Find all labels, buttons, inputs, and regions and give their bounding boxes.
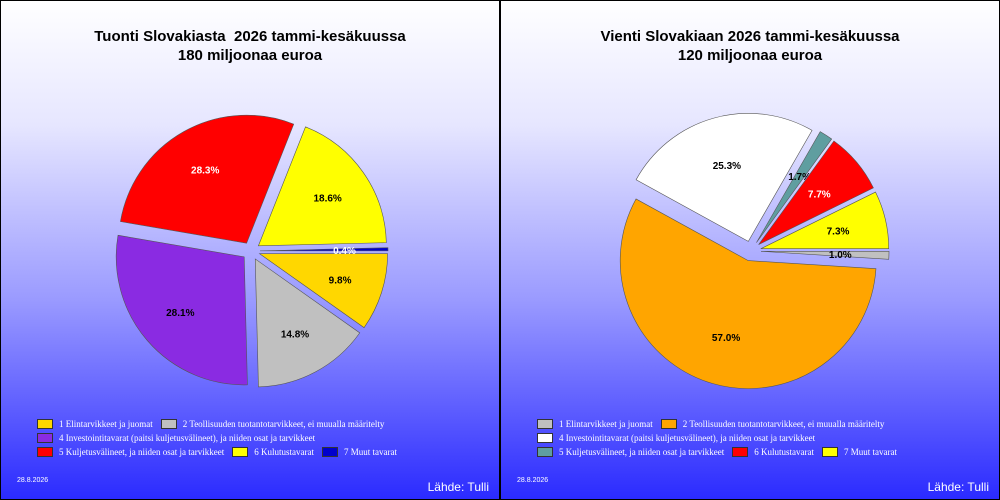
legend-item: 1 Elintarvikkeet ja juomat	[37, 419, 153, 429]
pie-chart: 1.0% 57.0% 25.3% 1.7% 7.7% 7.3%	[619, 113, 890, 389]
pie-chart: 9.8% 14.8% 28.1% 28.3% 18.6% 0.4%	[115, 114, 389, 388]
legend-row: 5 Kuljetusvälineet, ja niiden osat ja ta…	[537, 445, 977, 459]
legend-item: 5 Kuljetusvälineet, ja niiden osat ja ta…	[537, 447, 724, 457]
slice-label: 7.7%	[808, 189, 831, 200]
legend-item: 5 Kuljetusvälineet, ja niiden osat ja ta…	[37, 447, 224, 457]
legend-item: 4 Investointitavarat (paitsi kuljetusväl…	[37, 433, 315, 443]
pie-slice	[760, 191, 890, 250]
slice-label: 57.0%	[712, 333, 740, 344]
legend-row: 5 Kuljetusvälineet, ja niiden osat ja ta…	[37, 445, 477, 459]
legend-item: 6 Kulutustavarat	[732, 447, 814, 457]
slice-label: 1.7%	[788, 172, 811, 183]
slice-label: 28.1%	[166, 308, 194, 319]
legend-label: 1 Elintarvikkeet ja juomat	[59, 419, 153, 429]
legend-label: 7 Muut tavarat	[343, 447, 397, 457]
legend-swatch	[821, 447, 838, 457]
pie-slice	[254, 258, 361, 388]
chart-source: Lähde: Tulli	[927, 480, 989, 494]
legend-label: 5 Kuljetusvälineet, ja niiden osat ja ta…	[59, 447, 225, 457]
pie-slice	[258, 253, 388, 329]
pie-slice	[758, 140, 874, 245]
legend-row: 4 Investointitavarat (paitsi kuljetusväl…	[37, 431, 477, 445]
slice-label: 0.4%	[333, 246, 356, 257]
legend-item: 1 Elintarvikkeet ja juomat	[537, 419, 653, 429]
legend-item: 7 Muut tavarat	[821, 447, 897, 457]
legend-label: 6 Kulutustavarat	[754, 447, 814, 457]
pie-slice	[120, 114, 295, 244]
chart-legend: 1 Elintarvikkeet ja juomat 2 Teollisuuden…	[537, 417, 977, 459]
pie-slice	[635, 113, 813, 242]
legend-label: 5 Kuljetusvälineet, ja niiden osat ja ta…	[559, 447, 725, 457]
legend-item: 4 Investointitavarat (paitsi kuljetusväl…	[537, 433, 815, 443]
legend-swatch	[537, 433, 553, 443]
legend-swatch	[37, 419, 53, 429]
legend-row: 4 Investointitavarat (paitsi kuljetusväl…	[537, 431, 977, 445]
pie-slice	[257, 126, 387, 247]
legend-swatch	[37, 447, 53, 457]
legend-label: 7 Muut tavarat	[843, 447, 897, 457]
legend-item: 6 Kulutustavarat	[232, 447, 314, 457]
chart-title-line: Vienti Slovakiaan 2026 tammi-kesäkuussa	[600, 28, 900, 45]
slice-label: 14.8%	[281, 329, 309, 340]
legend-label: 2 Teollisuuden tuotantotarvikkeet, ei mu…	[182, 419, 385, 429]
legend-swatch	[232, 447, 249, 457]
slice-label: 18.6%	[313, 193, 341, 204]
legend-swatch	[660, 419, 677, 429]
legend-label: 1 Elintarvikkeet ja juomat	[559, 419, 653, 429]
legend-swatch	[321, 447, 338, 457]
pie-slice	[756, 131, 833, 243]
legend-label: 4 Investointitavarat (paitsi kuljetusväl…	[559, 433, 816, 443]
legend-row: 1 Elintarvikkeet ja juomat 2 Teollisuuden…	[37, 417, 477, 431]
legend-label: 2 Teollisuuden tuotantotarvikkeet, ei mu…	[682, 419, 885, 429]
slice-label: 9.8%	[329, 275, 352, 286]
chart-panel-imports: Tuonti Slovakiasta 2026 tammi-kesäkuussa…	[0, 0, 500, 500]
pie-slice	[115, 234, 248, 386]
legend-label: 4 Investointitavarat (paitsi kuljetusväl…	[59, 433, 316, 443]
slice-label: 28.3%	[191, 166, 219, 177]
chart-title: Tuonti Slovakiasta 2026 tammi-kesäkuussa…	[1, 27, 499, 65]
chart-title: Vienti Slovakiaan 2026 tammi-kesäkuussa …	[501, 27, 999, 65]
legend-row: 1 Elintarvikkeet ja juomat 2 Teollisuuden…	[537, 417, 977, 431]
slice-label: 7.3%	[827, 227, 850, 238]
chart-date: 28.8.2026	[517, 477, 549, 484]
legend-swatch	[537, 447, 553, 457]
legend-item: 7 Muut tavarat	[321, 447, 397, 457]
slice-label: 1.0%	[829, 250, 852, 261]
legend-item: 2 Teollisuuden tuotantotarvikkeet, ei mu…	[660, 419, 885, 429]
chart-date: 28.8.2026	[17, 477, 49, 484]
chart-source: Lähde: Tulli	[427, 480, 489, 494]
chart-legend: 1 Elintarvikkeet ja juomat 2 Teollisuuden…	[37, 417, 477, 459]
legend-label: 6 Kulutustavarat	[254, 447, 314, 457]
legend-swatch	[732, 447, 749, 457]
legend-item: 2 Teollisuuden tuotantotarvikkeet, ei mu…	[160, 419, 385, 429]
chart-panel-exports: Vienti Slovakiaan 2026 tammi-kesäkuussa …	[500, 0, 1000, 500]
chart-title-line: Tuonti Slovakiasta 2026 tammi-kesäkuussa	[94, 28, 406, 45]
pie-slice	[619, 198, 877, 389]
pie-slice	[760, 251, 890, 260]
chart-subtitle: 120 miljoonaa euroa	[677, 47, 823, 64]
legend-swatch	[537, 419, 553, 429]
chart-subtitle: 180 miljoonaa euroa	[177, 47, 323, 64]
pie-slice	[259, 247, 389, 252]
legend-swatch	[37, 433, 53, 443]
slice-label: 25.3%	[713, 161, 741, 172]
legend-swatch	[160, 419, 177, 429]
